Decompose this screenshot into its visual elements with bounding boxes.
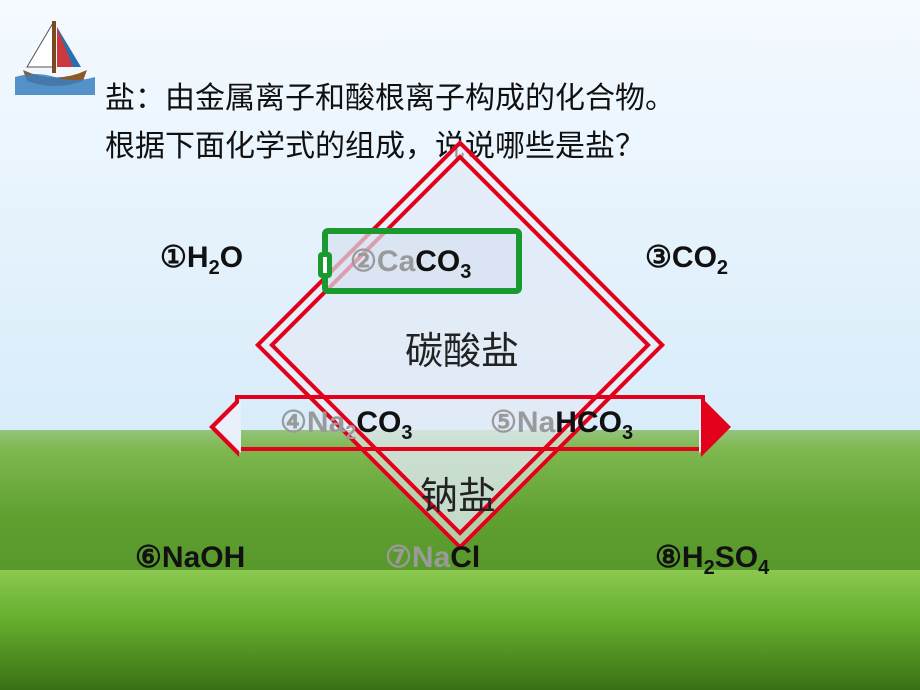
formula-nacl: ⑦NaCl bbox=[385, 540, 480, 575]
formula-prefix: Na bbox=[412, 541, 450, 574]
circled-number: ① bbox=[160, 241, 187, 274]
circled-number: ④ bbox=[280, 406, 307, 439]
circled-number: ③ bbox=[645, 241, 672, 274]
circled-number: ⑤ bbox=[490, 406, 517, 439]
formula-caco3: ②CaCO3 bbox=[350, 244, 471, 284]
carbonate-salt-title: 碳酸盐 bbox=[405, 320, 519, 375]
circled-number: ⑥ bbox=[135, 541, 162, 574]
formula-suffix: HCO3 bbox=[555, 406, 633, 439]
green-box-cap-left bbox=[318, 252, 332, 278]
intro-line-1: 盐：由金属离子和酸根离子构成的化合物。 bbox=[105, 75, 865, 123]
intro-text-block: 盐：由金属离子和酸根离子构成的化合物。 根据下面化学式的组成，说说哪些是盐？ bbox=[105, 75, 865, 171]
formula-suffix: Cl bbox=[450, 541, 480, 574]
circled-number: ② bbox=[350, 245, 377, 278]
intro-line-2: 根据下面化学式的组成，说说哪些是盐？ bbox=[105, 123, 865, 171]
formula-prefix: Ca bbox=[377, 245, 415, 278]
formula-h2so4: ⑧H2SO4 bbox=[655, 540, 769, 580]
formula-text: NaOH bbox=[162, 541, 245, 574]
formula-co2: ③CO2 bbox=[645, 240, 728, 280]
formula-prefix: Na bbox=[517, 406, 555, 439]
formula-suffix: CO3 bbox=[415, 245, 471, 278]
formula-naoh: ⑥NaOH bbox=[135, 540, 245, 575]
formula-prefix: Na2 bbox=[307, 406, 356, 439]
formula-text: H2O bbox=[187, 241, 243, 274]
sodium-salt-title: 钠盐 bbox=[420, 465, 496, 520]
formula-text: H2SO4 bbox=[682, 541, 769, 574]
formula-h2o: ①H2O bbox=[160, 240, 243, 280]
formula-text: CO2 bbox=[672, 241, 728, 274]
formula-suffix: CO3 bbox=[356, 406, 412, 439]
formula-nahco3: ⑤NaHCO3 bbox=[490, 405, 633, 445]
formula-na2co3: ④Na2CO3 bbox=[280, 405, 413, 445]
sailboat-icon bbox=[15, 15, 95, 100]
circled-number: ⑦ bbox=[385, 541, 412, 574]
circled-number: ⑧ bbox=[655, 541, 682, 574]
